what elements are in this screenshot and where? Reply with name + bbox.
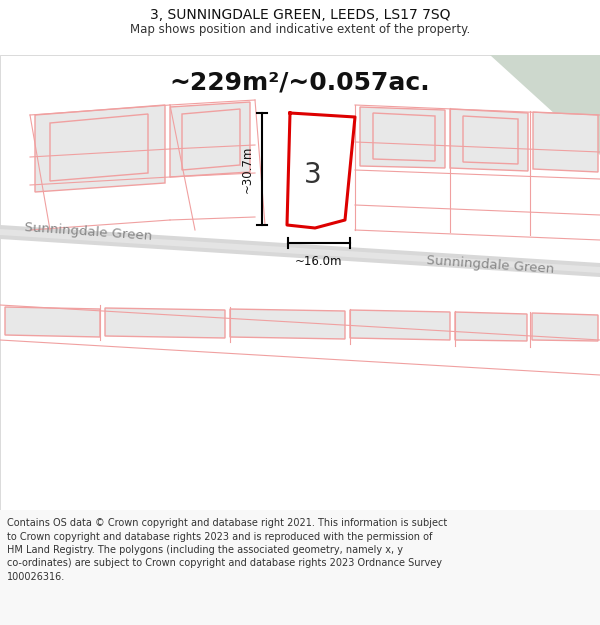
Polygon shape — [350, 310, 450, 340]
Polygon shape — [5, 307, 100, 337]
Text: ~229m²/~0.057ac.: ~229m²/~0.057ac. — [170, 70, 430, 94]
Polygon shape — [182, 109, 240, 170]
Text: Contains OS data © Crown copyright and database right 2021. This information is : Contains OS data © Crown copyright and d… — [7, 518, 447, 528]
Polygon shape — [532, 313, 598, 341]
Text: 100026316.: 100026316. — [7, 572, 65, 582]
Text: Sunningdale Green: Sunningdale Green — [426, 254, 554, 276]
Polygon shape — [450, 109, 528, 171]
Text: Map shows position and indicative extent of the property.: Map shows position and indicative extent… — [130, 24, 470, 36]
Text: ~16.0m: ~16.0m — [295, 255, 343, 268]
Polygon shape — [490, 55, 600, 155]
Polygon shape — [373, 113, 435, 161]
Polygon shape — [455, 312, 527, 341]
Polygon shape — [287, 113, 355, 228]
Polygon shape — [533, 112, 598, 172]
Text: Sunningdale Green: Sunningdale Green — [24, 221, 152, 243]
Text: 3, SUNNINGDALE GREEN, LEEDS, LS17 7SQ: 3, SUNNINGDALE GREEN, LEEDS, LS17 7SQ — [150, 8, 450, 22]
Text: HM Land Registry. The polygons (including the associated geometry, namely x, y: HM Land Registry. The polygons (includin… — [7, 545, 403, 555]
Polygon shape — [230, 309, 345, 339]
Text: ~30.7m: ~30.7m — [241, 145, 254, 192]
Polygon shape — [0, 229, 600, 273]
Bar — [0, 55, 600, 510]
Polygon shape — [0, 225, 600, 277]
Text: 3: 3 — [304, 161, 322, 189]
Text: co-ordinates) are subject to Crown copyright and database rights 2023 Ordnance S: co-ordinates) are subject to Crown copyr… — [7, 559, 442, 569]
Bar — [0, 510, 600, 625]
Polygon shape — [50, 114, 148, 181]
Polygon shape — [463, 116, 518, 164]
Polygon shape — [105, 308, 225, 338]
Text: to Crown copyright and database rights 2023 and is reproduced with the permissio: to Crown copyright and database rights 2… — [7, 531, 433, 541]
Polygon shape — [35, 105, 165, 192]
Polygon shape — [170, 102, 250, 177]
Polygon shape — [360, 107, 445, 168]
